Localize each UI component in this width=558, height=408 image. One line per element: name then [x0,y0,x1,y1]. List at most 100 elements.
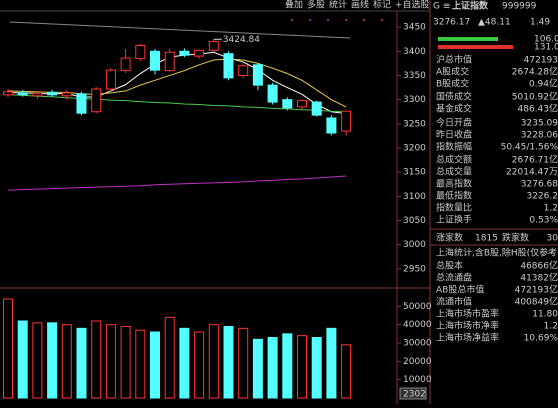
volume-bar [253,339,262,398]
row-label: 上海市场净益率 [436,332,499,344]
candle-body [92,89,101,112]
candle-body [298,101,307,107]
volume-bar [136,330,145,398]
volume-bar [180,328,189,398]
candle-body [165,52,174,70]
volume-bar [209,325,218,398]
row-label: 指数量比 [436,202,472,214]
row-label: AB股总市值 [436,284,484,296]
row-label: 基金成交 [436,103,472,115]
row-label: 上证换手 [436,214,472,226]
y-tick-label: 2950 [403,264,426,274]
y-tick-label: 20000 [403,357,432,367]
note: 上海统计,含B股,除H股(仅参考): [436,247,558,259]
row-value: 10.69% [524,334,558,344]
volume-bar [342,345,351,398]
pct: 1.49 [530,18,550,28]
change: ▲48.11 [478,18,511,28]
row-label: 最高指数 [436,178,472,190]
row-value: 3235.09 [521,119,558,129]
candle-body [283,100,292,108]
rise: 1815 [475,234,498,244]
candle-body [195,50,204,56]
volume-bar [224,327,233,399]
y-tick-label: 10000 [403,375,432,385]
index-code: 999999 [502,2,537,12]
candle-body [106,70,115,89]
candle-body [77,94,86,113]
volume-bar [33,323,42,398]
row-label: B股成交 [436,78,469,90]
candle-body [312,102,321,115]
candle-body [327,118,336,133]
candle-body [18,93,27,95]
row-value: 3226.2 [527,192,558,202]
y-tick-label: 3200 [403,144,426,154]
row-label: 总流通盘 [436,272,472,284]
row-value: 11.80 [532,310,558,320]
toolbar-item[interactable]: +自选股 [395,0,430,11]
row-label: 今日开盘 [436,117,472,129]
price: 3276.17 [433,18,470,28]
volume-bar [298,336,307,398]
volume-bar [151,332,160,398]
row-value: 3276.68 [521,180,558,190]
row-value: 5010.92亿 [512,91,558,103]
toolbar-item[interactable]: 标记 [373,0,391,11]
y-tick-label: 3350 [403,71,426,81]
volume-bar [18,321,27,398]
toolbar-item[interactable]: 多股 [307,0,325,11]
bar-red-label: 131.0 [534,43,558,53]
y-tick-label: 3150 [403,168,426,178]
candle-body [48,92,57,94]
candle-body [33,93,42,95]
y-tick-label: 3050 [403,216,426,226]
candle-body [239,66,248,76]
toolbar-item[interactable]: 画线 [351,0,369,11]
row-value: 1.2 [544,204,558,214]
volume-bar [268,338,277,399]
y-tick-label: 50000 [403,302,432,312]
y-tick-label: 3400 [403,47,426,57]
row-value: 472193亿 [515,284,558,296]
fall: 30 [547,234,558,244]
row-label: 总成交额 [436,154,472,166]
volume-bar [62,325,71,398]
row-label: 指数振幅 [436,141,472,153]
y-tick-label: 3250 [403,119,426,129]
row-label: 昨日收盘 [436,129,472,141]
y-tick-label: 3100 [403,192,426,202]
row-value: 1.2 [544,322,558,332]
row-value: 50.45/1.56% [501,143,558,153]
candle-body [268,85,277,102]
candle-body [253,65,262,85]
toolbar-item[interactable]: 统计 [329,0,347,11]
candle-body [136,45,145,58]
row-value: 46866亿 [520,260,558,272]
volume-bar [312,338,321,399]
y-tick-label: 3450 [403,23,426,33]
row-value: 22014.47万 [506,168,558,178]
volume-bar [239,328,248,398]
candle-body [224,54,233,78]
candle-body [209,42,218,51]
row-label: 最低指数 [436,190,472,202]
index-name: 上证指数 [452,0,489,12]
candle-body [180,51,189,55]
row-label: 上海市场市净率 [436,320,499,332]
row-label: 沪总市值 [436,54,472,66]
row-label: 总股本 [436,260,463,272]
volume-bar [165,317,174,398]
row-value: 0.94亿 [529,78,558,90]
row-value: 3228.06 [521,131,558,141]
toolbar-item[interactable]: 叠加 [285,0,303,11]
candle-body [151,51,160,70]
volume-bar [4,299,13,398]
row-value: 486.43亿 [518,103,558,115]
row-value: 2674.28亿 [512,66,558,78]
row-label: 上海市场市盈率 [436,308,499,320]
volume-bar [106,325,115,398]
row-value: 2676.71亿 [512,154,558,166]
row-value: 0.53% [529,216,558,226]
